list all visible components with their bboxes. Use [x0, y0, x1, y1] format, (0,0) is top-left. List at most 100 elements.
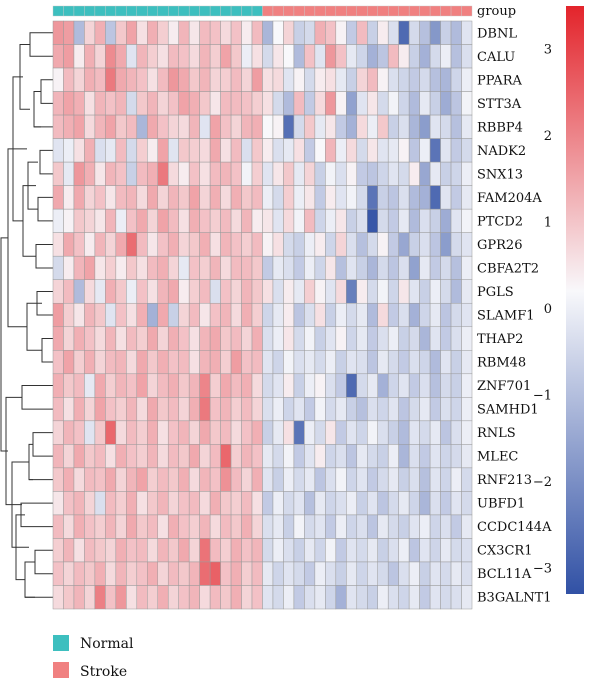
heatmap-cell	[325, 538, 337, 563]
heatmap-cell	[136, 467, 148, 492]
heatmap-cell	[94, 538, 106, 563]
heatmap-cell	[136, 185, 148, 210]
heatmap-cell	[94, 467, 106, 492]
legend-label-normal: Normal	[80, 636, 134, 652]
heatmap-cell	[220, 585, 232, 610]
heatmap-cell	[241, 326, 253, 351]
heatmap-cell	[461, 232, 473, 257]
heatmap-cell	[126, 302, 138, 328]
heatmap-cell	[94, 373, 106, 398]
heatmap-cell	[335, 420, 347, 445]
heatmap-cell	[325, 208, 337, 233]
heatmap-cell	[429, 514, 441, 539]
heatmap-cell	[115, 114, 127, 139]
heatmap-cell	[346, 44, 358, 69]
heatmap-cell	[126, 208, 138, 233]
heatmap-cell	[377, 161, 389, 186]
heatmap-cell	[461, 44, 473, 69]
heatmap-cell	[335, 491, 347, 516]
heatmap-cell	[73, 514, 85, 539]
heatmap-cell	[157, 420, 169, 445]
heatmap-cell	[115, 350, 127, 375]
heatmap-cell	[387, 255, 399, 280]
heatmap-cell	[209, 302, 221, 328]
heatmap-cell	[209, 561, 221, 586]
heatmap-cell	[408, 491, 420, 516]
heatmap-cell	[136, 114, 148, 139]
heatmap-cell	[178, 302, 190, 328]
heatmap-cell	[419, 491, 431, 516]
heatmap-cell	[272, 185, 284, 210]
heatmap-cell	[419, 114, 431, 139]
heatmap-cell	[230, 538, 242, 563]
heatmap-cell	[136, 585, 148, 610]
color-scale-tick-label: 3	[544, 43, 552, 58]
heatmap-cell	[241, 350, 253, 375]
heatmap-cell	[377, 185, 389, 210]
heatmap-cell	[335, 279, 347, 304]
heatmap-cell	[157, 397, 169, 422]
heatmap-cell	[94, 67, 106, 92]
heatmap-cell	[356, 585, 368, 610]
annotation-cell-normal	[147, 5, 158, 17]
heatmap-cell	[325, 420, 337, 445]
heatmap-cell	[147, 444, 158, 469]
heatmap-cell	[241, 397, 253, 422]
color-scale-tick-label: −2	[533, 475, 552, 490]
heatmap-cell	[241, 467, 253, 492]
heatmap-cell	[136, 255, 148, 280]
heatmap-cell	[314, 138, 326, 163]
heatmap-cell	[199, 538, 211, 563]
heatmap-cell	[293, 67, 305, 92]
heatmap-cell	[325, 67, 337, 92]
color-scale-tick-label: 1	[544, 216, 552, 231]
heatmap-cell	[335, 255, 347, 280]
heatmap-cell	[220, 326, 232, 351]
heatmap-cell	[147, 373, 158, 398]
heatmap-cell	[272, 232, 284, 257]
heatmap-cell	[429, 585, 441, 610]
heatmap-cell	[52, 585, 64, 610]
annotation-cell-stroke	[367, 5, 378, 17]
heatmap-cell	[325, 161, 337, 186]
heatmap-cell	[440, 67, 452, 92]
heatmap-cell	[84, 208, 96, 233]
heatmap-cell	[440, 20, 452, 45]
heatmap-cell	[157, 538, 169, 563]
heatmap-cell	[398, 185, 410, 210]
heatmap-cell	[126, 232, 138, 257]
heatmap-cell	[461, 208, 473, 233]
heatmap-cell	[272, 255, 284, 280]
heatmap-cell	[73, 302, 85, 328]
heatmap-cell	[199, 67, 211, 92]
heatmap-cell	[147, 185, 158, 210]
dendrogram-branch	[20, 502, 53, 528]
heatmap-cell	[377, 91, 389, 116]
heatmap-cell	[147, 67, 158, 92]
heatmap-cell	[84, 397, 96, 422]
heatmap-cell	[429, 326, 441, 351]
heatmap-cell	[293, 561, 305, 586]
heatmap-cell	[147, 397, 158, 422]
heatmap-cell	[178, 208, 190, 233]
heatmap-cell	[262, 514, 274, 539]
heatmap-cell	[52, 279, 64, 304]
heatmap-cell	[440, 585, 452, 610]
heatmap-cell	[73, 397, 85, 422]
heatmap-cell	[188, 161, 200, 186]
heatmap-cell	[157, 561, 169, 586]
heatmap-cell	[188, 491, 200, 516]
heatmap-cell	[419, 44, 431, 69]
heatmap-cell	[335, 350, 347, 375]
heatmap-cell	[387, 585, 399, 610]
heatmap-cell	[251, 444, 263, 469]
heatmap-cell	[387, 302, 399, 328]
heatmap-cell	[272, 491, 284, 516]
heatmap-cell	[429, 397, 441, 422]
heatmap-cell	[126, 585, 138, 610]
heatmap-cell	[188, 302, 200, 328]
heatmap-cell	[167, 161, 179, 186]
heatmap-cell	[262, 420, 274, 445]
heatmap-cell	[136, 373, 148, 398]
heatmap-cell	[209, 44, 221, 69]
